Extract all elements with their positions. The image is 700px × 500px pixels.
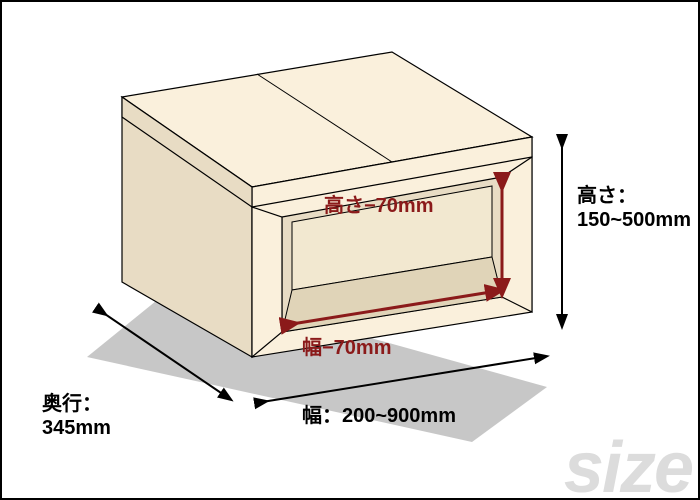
size-diagram: size 幅−70mm 高さ−70mm 奥行： 345mm 幅：200~900m… — [2, 2, 698, 498]
height-label-title: 高さ： — [577, 183, 637, 207]
inner-width-label: 幅−70mm — [302, 336, 392, 359]
front-right-post — [502, 157, 532, 312]
depth-label-value: 345mm — [42, 417, 111, 439]
height-label-value: 150~500mm — [577, 209, 691, 231]
width-label: 幅：200~900mm — [302, 404, 456, 427]
inner-height-label: 高さ−70mm — [324, 193, 434, 217]
watermark-text: size — [564, 428, 693, 498]
front-left-post — [252, 207, 282, 357]
depth-label-title: 奥行： — [42, 391, 102, 415]
